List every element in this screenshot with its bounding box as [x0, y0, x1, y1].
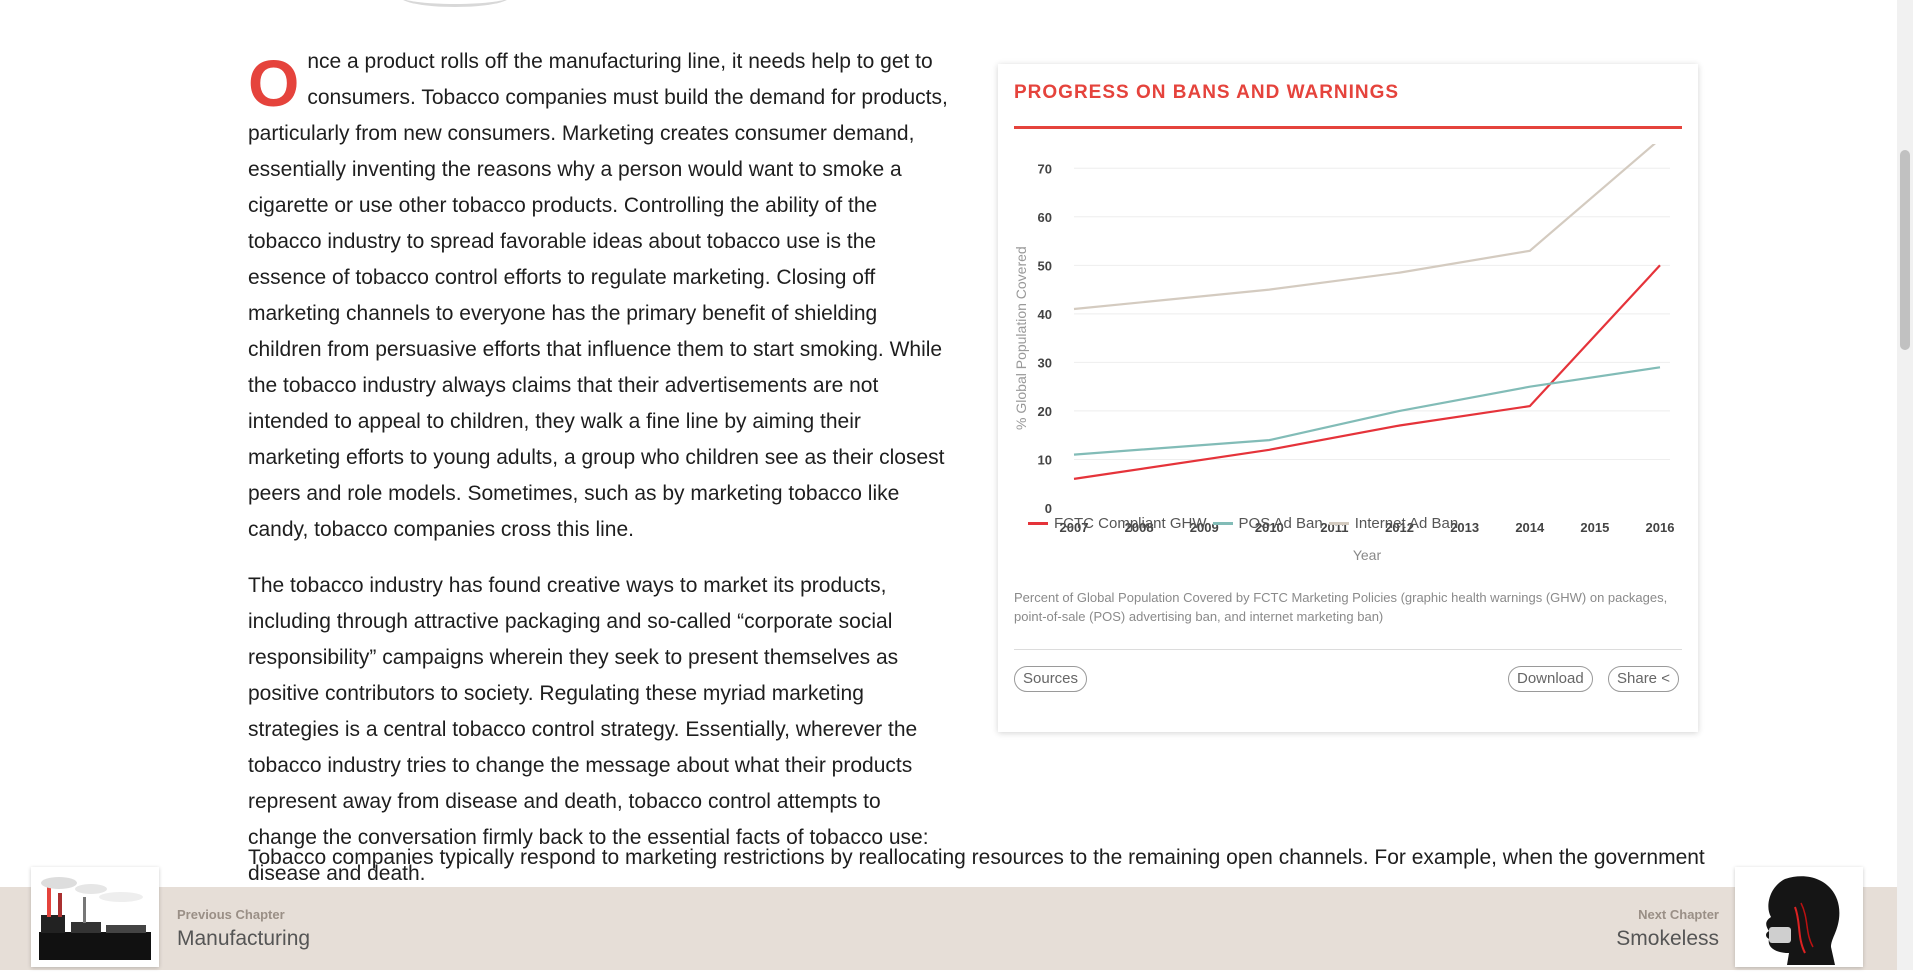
x-tick-label: 2007	[1060, 520, 1089, 535]
y-tick-label: 0	[1045, 501, 1052, 516]
x-axis-label: Year	[1353, 547, 1382, 563]
x-tick-label: 2016	[1646, 520, 1675, 535]
head-silhouette-icon	[1766, 876, 1840, 965]
title-divider	[1014, 126, 1682, 129]
x-tick-label: 2010	[1255, 520, 1284, 535]
x-tick-label: 2015	[1580, 520, 1609, 535]
previous-chapter-thumbnail[interactable]	[31, 867, 159, 967]
chart-card: PROGRESS ON BANS AND WARNINGS 0 10 20 30 40 5…	[998, 64, 1698, 732]
next-chapter-link[interactable]: Smokeless	[1616, 927, 1719, 950]
next-chapter-label: Next Chapter	[1638, 907, 1719, 922]
legend-swatch	[1028, 522, 1048, 525]
paragraph-3: Tobacco companies typically respond to m…	[248, 846, 1705, 869]
paragraph-2: The tobacco industry has found creative …	[248, 574, 929, 885]
scrollbar-thumb[interactable]	[1900, 150, 1910, 350]
legend-swatch	[1328, 522, 1349, 525]
factory-image-icon	[39, 877, 151, 960]
x-tick-label: 2014	[1515, 520, 1545, 535]
drop-cap: O	[248, 46, 300, 120]
legend-item[interactable]: POS Ad Ban	[1212, 515, 1323, 532]
series-line	[1073, 264, 1661, 480]
series-line	[1073, 144, 1656, 311]
top-decoration-arc	[400, 0, 510, 7]
chart-title: PROGRESS ON BANS AND WARNINGS	[1014, 82, 1400, 103]
sources-button[interactable]: Sources	[1014, 666, 1088, 692]
previous-chapter-label: Previous Chapter	[177, 907, 285, 922]
paragraph-1-text: nce a product rolls off the manufacturin…	[248, 50, 948, 541]
legend-label: Internet Ad Ban	[1354, 515, 1459, 532]
series-line	[1073, 366, 1661, 456]
y-tick-label: 50	[1038, 258, 1052, 273]
previous-chapter-link[interactable]: Manufacturing	[177, 927, 311, 950]
y-tick-label: 30	[1038, 355, 1052, 370]
chart-legend: FCTC Compliant GHW POS Ad Ban Internet Ad …	[1028, 515, 1464, 532]
legend-label: FCTC Compliant GHW	[1054, 515, 1207, 532]
x-tick-label: 2012	[1385, 520, 1414, 535]
legend-swatch	[1212, 522, 1233, 525]
caption-divider	[1014, 649, 1682, 650]
share-button[interactable]: Share <	[1608, 666, 1679, 692]
x-tick-label: 2008	[1125, 520, 1154, 535]
legend-item[interactable]: FCTC Compliant GHW	[1028, 515, 1207, 532]
download-button[interactable]: Download	[1508, 666, 1593, 692]
legend-label: POS Ad Ban	[1238, 515, 1323, 532]
legend-item[interactable]: Internet Ad Ban	[1328, 515, 1459, 532]
y-axis-label: % Global Population Covered	[1013, 246, 1029, 430]
y-tick-label: 40	[1038, 307, 1052, 322]
next-chapter-thumbnail[interactable]	[1735, 867, 1863, 967]
scrollbar-track[interactable]	[1897, 0, 1913, 970]
y-tick-label: 70	[1038, 161, 1052, 176]
chart-caption: Percent of Global Population Covered by …	[1014, 590, 1668, 624]
y-tick-label: 10	[1038, 452, 1052, 467]
y-tick-label: 60	[1038, 210, 1052, 225]
x-tick-label: 2009	[1190, 520, 1219, 535]
y-tick-label: 20	[1038, 404, 1052, 419]
x-tick-label: 2013	[1450, 520, 1479, 535]
chapter-footer: Previous Chapter Manufacturing Next Chap…	[0, 887, 1897, 970]
